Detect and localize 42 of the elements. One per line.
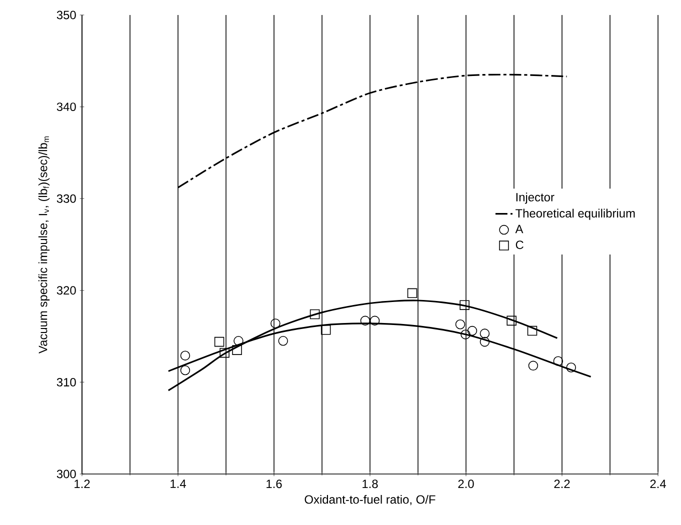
x-tick-label: 2.4	[650, 480, 666, 488]
legend-title: Injector	[516, 192, 554, 204]
point	[467, 326, 478, 336]
legend-label: Theoretical equilibrium	[516, 208, 635, 220]
point	[310, 309, 320, 320]
x-axis-title: Oxidant-to-fuel ratio, O/F	[304, 494, 436, 506]
point	[480, 328, 490, 338]
point	[460, 330, 470, 340]
legend-label: A	[515, 224, 524, 234]
y-tick-label: 340	[56, 102, 76, 112]
point	[553, 356, 564, 366]
point	[278, 336, 288, 346]
point	[180, 365, 190, 376]
point	[566, 362, 576, 372]
x-tick-label: 1.2	[74, 480, 90, 488]
y-tick-label: 350	[56, 10, 76, 20]
point	[455, 319, 466, 330]
point	[506, 316, 516, 326]
y-tick-label: 310	[56, 378, 76, 386]
point	[360, 316, 370, 326]
y-tick-label: 320	[56, 286, 76, 295]
point	[180, 350, 190, 360]
x-tick-label: 1.8	[362, 480, 378, 488]
point	[480, 336, 490, 347]
y-tick-label: 300	[56, 470, 76, 478]
x-tick-label: 2.0	[458, 480, 474, 488]
x-tick-label: 1.6	[266, 480, 282, 488]
line-series	[177, 74, 568, 188]
point	[220, 348, 230, 358]
point	[407, 288, 418, 298]
x-tick-label: 2.2	[554, 480, 570, 488]
point	[527, 326, 538, 336]
point	[528, 360, 538, 371]
legend-label: C	[516, 240, 524, 250]
point	[214, 336, 224, 347]
point	[270, 318, 280, 328]
y-tick-label: 330	[56, 194, 76, 203]
x-tick-label: 1.4	[170, 480, 186, 488]
point	[320, 324, 331, 335]
point	[460, 300, 470, 310]
point	[370, 316, 380, 326]
y-axis-title: Vacuum specific impulse, I$_{v}$, (lb$_{f}$)(sec)/lb$_{m}$	[38, 136, 50, 354]
